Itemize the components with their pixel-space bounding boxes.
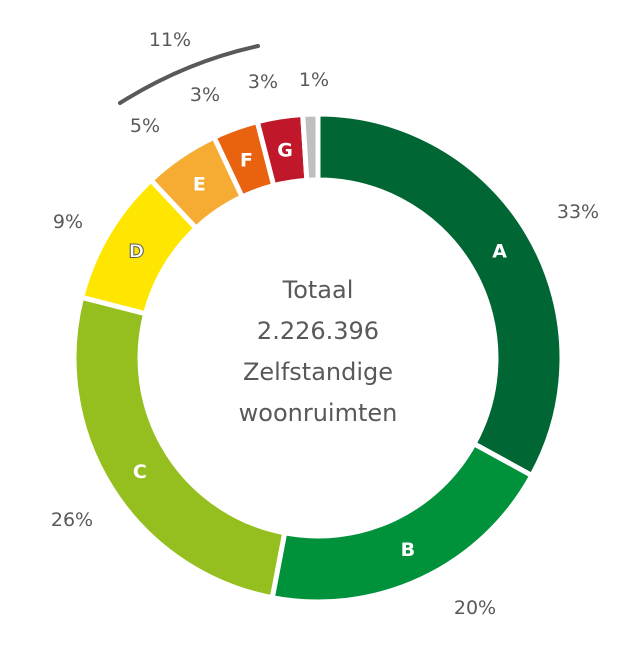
data-label-e: 5% (129, 115, 161, 137)
data-label-f: 3% (189, 84, 221, 106)
group-bracket-arc (118, 44, 260, 105)
slice-letter-d: D (128, 241, 144, 263)
slice-letter-e: E (193, 173, 206, 195)
data-label-a: 33% (556, 201, 600, 223)
center-total: 2.226.396 (256, 317, 380, 345)
data-label-other: 1% (298, 69, 330, 91)
center-caption-1: Zelfstandige (242, 358, 394, 386)
slice-a (315, 111, 565, 479)
slice-letter-b: B (401, 539, 415, 561)
center-title: Totaal (282, 276, 354, 304)
slice-letter-g: G (277, 140, 293, 162)
data-label-d: 9% (52, 211, 84, 233)
slice-letter-f: F (240, 149, 253, 171)
slice-letter-c: C (133, 461, 147, 483)
slice-b (269, 440, 536, 605)
center-text: Totaal 2.226.396 Zelfstandige woonruimte… (239, 270, 398, 434)
group-label-efg: 11% (148, 29, 192, 51)
data-label-b: 20% (453, 597, 497, 619)
data-label-g: 3% (247, 71, 279, 93)
slice-letter-a: A (492, 241, 507, 263)
slice-other (300, 111, 321, 184)
data-label-c: 26% (50, 509, 94, 531)
center-caption-2: woonruimten (238, 399, 398, 427)
